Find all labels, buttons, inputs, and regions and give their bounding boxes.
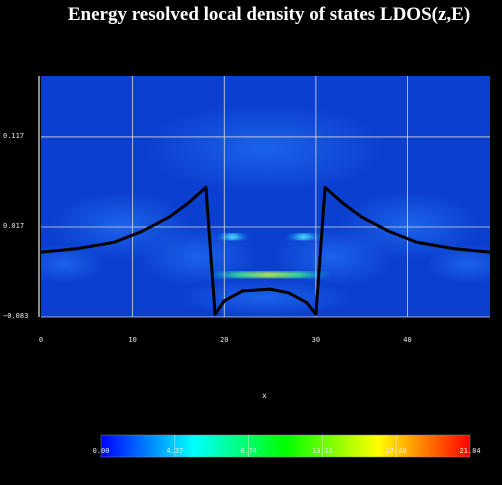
y-tick-label: 0.017 <box>3 221 25 230</box>
colorbar-tick-label: 8.74 <box>240 447 258 455</box>
heatmap-glow-7 <box>175 279 356 316</box>
colorbar-tick-label: 0.00 <box>92 447 110 455</box>
heatmap-glow-6 <box>427 243 490 284</box>
x-tick-label: 20 <box>220 336 229 344</box>
y-tick-label: −0.083 <box>3 312 29 320</box>
colorbar <box>100 434 471 458</box>
ldos-bright-bands <box>207 233 331 278</box>
colorbar-tick-label: 13.11 <box>311 447 333 455</box>
ldos-band-0 <box>216 233 249 240</box>
colorbar-tick-label: 21.84 <box>459 447 481 455</box>
ldos-band-2 <box>207 271 331 278</box>
potential-profile-curve <box>41 185 490 316</box>
x-tick-label: 10 <box>128 336 137 344</box>
ldos-band-1 <box>286 233 321 240</box>
x-tick-label: 30 <box>311 336 321 344</box>
grid-lines <box>41 76 490 318</box>
heatmap-glow-2 <box>145 103 386 194</box>
y-tick-label: 0.117 <box>3 131 25 140</box>
x-tick-label: 40 <box>403 336 412 344</box>
colorbar-tick-label: 17.48 <box>385 447 407 455</box>
colorbar-tick-label: 4.37 <box>166 447 184 455</box>
x-tick-label: 0 <box>38 336 44 344</box>
colorbar-dividers <box>174 435 397 457</box>
x-axis-label: x <box>262 391 267 400</box>
chart-title: Energy resolved local density of states … <box>67 4 471 25</box>
heatmap-glow-5 <box>41 243 104 284</box>
